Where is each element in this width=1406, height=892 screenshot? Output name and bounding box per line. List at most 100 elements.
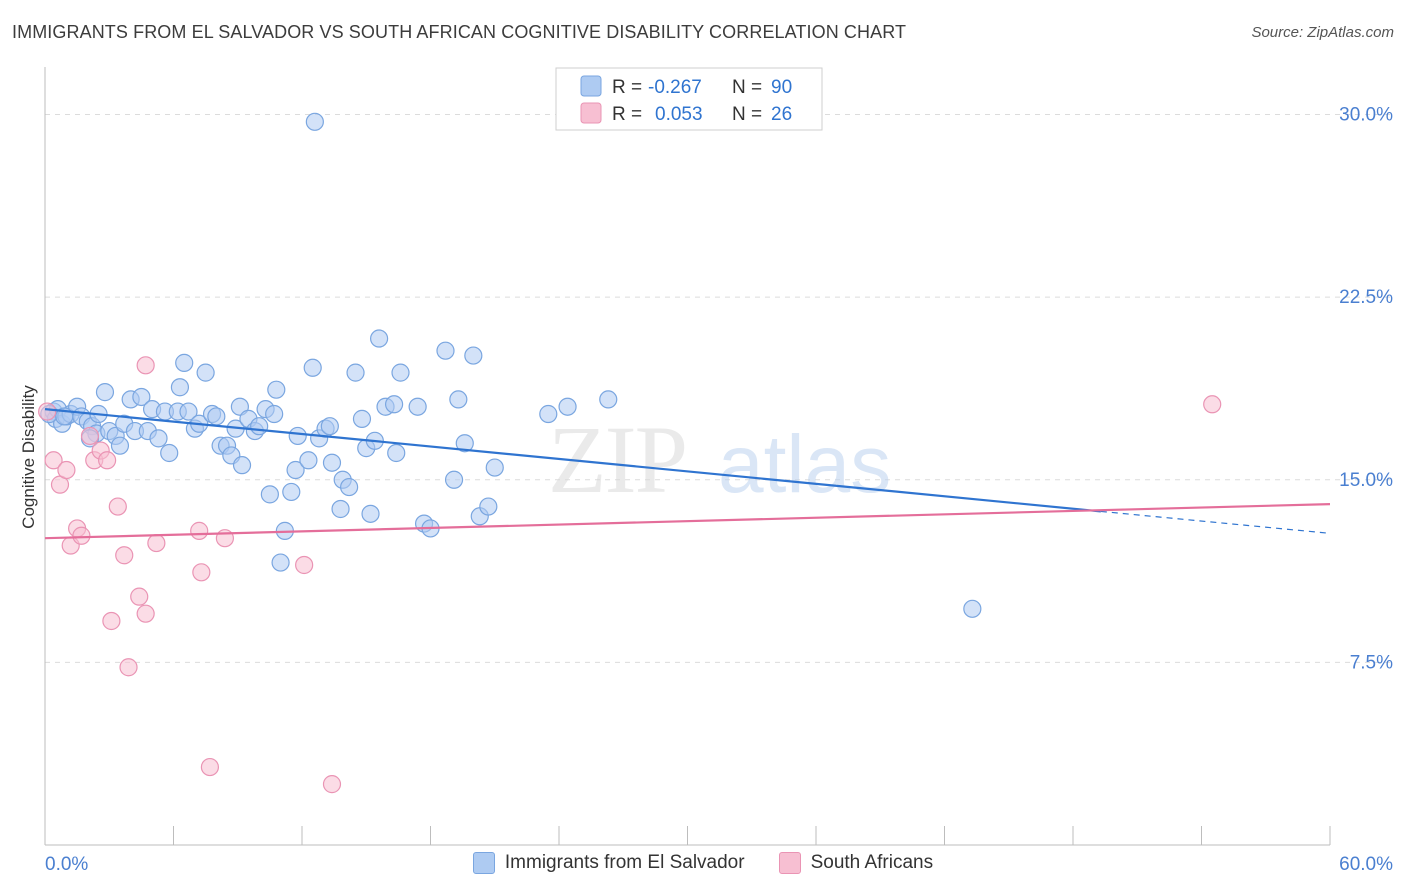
- el-salvador-point: [320, 417, 339, 436]
- south-africans-point: [295, 555, 314, 575]
- south-africans-point: [115, 546, 134, 565]
- stats-legend-r-label-2: R =: [612, 104, 642, 125]
- y-tick-label: 22.5%: [1339, 287, 1393, 308]
- el-salvador-point: [331, 499, 350, 519]
- stats-legend: R = -0.267 N = 90 R = 0.053 N = 26: [555, 67, 823, 131]
- el-salvador-point: [384, 395, 404, 414]
- trend-layer: [44, 408, 1331, 540]
- stats-legend-swatch-blue: [580, 75, 602, 97]
- series-legend: Immigrants from El Salvador South Africa…: [0, 852, 1406, 874]
- chart-title: IMMIGRANTS FROM EL SALVADOR VS SOUTH AFR…: [12, 22, 907, 42]
- el-salvador-point: [558, 397, 577, 416]
- south-africans-point: [80, 426, 100, 446]
- el-salvador-point: [271, 553, 290, 572]
- el-salvador-point: [963, 599, 982, 618]
- el-salvador-point: [539, 404, 558, 424]
- south-africans-point: [102, 611, 121, 631]
- watermark-atlas: atlas: [718, 419, 891, 510]
- stats-legend-n-value-1: 90: [771, 77, 792, 98]
- south-africans-point: [108, 497, 127, 516]
- el-salvador-point: [207, 407, 226, 426]
- el-salvador-point: [479, 497, 498, 516]
- legend-item-south-africans[interactable]: South Africans: [778, 852, 934, 874]
- el-salvador-point: [299, 451, 318, 470]
- south-africans-trendline: [44, 503, 1331, 540]
- grid-layer: [45, 114, 1393, 663]
- south-africans-point: [72, 526, 91, 545]
- south-africans-point: [44, 451, 63, 470]
- south-africans-point: [1203, 395, 1222, 414]
- south-africans-point: [190, 521, 209, 540]
- el-salvador-point: [132, 387, 151, 407]
- south-africans-point: [98, 451, 117, 470]
- y-tick-label: 30.0%: [1339, 105, 1393, 126]
- el-salvador-point: [265, 404, 284, 424]
- legend-swatch-blue: [472, 852, 495, 874]
- points-layer: [38, 112, 1222, 794]
- el-salvador-point: [444, 470, 464, 489]
- el-salvador-trendline: [44, 408, 1101, 513]
- stats-legend-n-label-1: N =: [732, 77, 762, 98]
- el-salvador-point: [370, 329, 389, 348]
- stats-legend-r-value-2: 0.053: [655, 104, 703, 125]
- el-salvador-point: [361, 504, 380, 523]
- el-salvador-point: [340, 477, 359, 497]
- legend-label-south-africans: South Africans: [810, 852, 934, 873]
- el-salvador-point: [387, 443, 406, 463]
- el-salvador-point: [160, 443, 179, 463]
- south-africans-point: [119, 658, 138, 677]
- el-salvador-point: [282, 482, 301, 502]
- el-salvador-point: [232, 456, 252, 475]
- stats-legend-r-value-1: -0.267: [648, 77, 702, 98]
- el-salvador-point: [408, 397, 427, 416]
- y-axis-label: Cognitive Disability: [19, 385, 38, 529]
- south-africans-point: [147, 533, 166, 553]
- stats-legend-n-value-2: 26: [771, 104, 792, 125]
- x-tick-label: 60.0%: [1339, 854, 1393, 875]
- south-africans-point: [130, 587, 149, 606]
- south-africans-point: [322, 775, 342, 794]
- stats-legend-n-label-2: N =: [732, 104, 762, 125]
- south-africans-point: [136, 604, 155, 623]
- el-salvador-point: [288, 426, 307, 446]
- el-salvador-point: [346, 363, 365, 382]
- south-africans-point: [38, 402, 57, 421]
- y-tick-label: 7.5%: [1350, 652, 1393, 673]
- el-salvador-point: [455, 434, 474, 453]
- legend-item-el-salvador[interactable]: Immigrants from El Salvador: [472, 852, 745, 874]
- el-salvador-point: [179, 402, 198, 421]
- el-salvador-point: [449, 390, 468, 409]
- el-salvador-point: [303, 358, 322, 377]
- south-africans-point: [200, 757, 220, 777]
- el-salvador-point: [485, 458, 504, 477]
- x-tick-label: 0.0%: [45, 854, 88, 875]
- chart-source: Source: ZipAtlas.com: [1251, 24, 1394, 41]
- el-salvador-point: [95, 383, 115, 402]
- el-salvador-point: [267, 380, 286, 399]
- axes-layer: [44, 67, 1331, 846]
- stats-legend-r-label-1: R =: [612, 77, 642, 98]
- el-salvador-point: [352, 409, 372, 428]
- stats-legend-swatch-pink: [580, 102, 602, 124]
- south-africans-point: [192, 563, 211, 582]
- legend-label-el-salvador: Immigrants from El Salvador: [504, 852, 745, 873]
- y-tick-label: 15.0%: [1339, 470, 1393, 491]
- el-salvador-point: [391, 363, 410, 382]
- south-africans-point: [57, 460, 76, 480]
- el-salvador-point: [436, 341, 455, 360]
- el-salvador-point: [149, 429, 168, 448]
- legend-swatch-pink: [778, 852, 801, 874]
- el-salvador-trendline-extension: [1100, 510, 1331, 534]
- south-africans-point: [136, 356, 155, 375]
- el-salvador-point: [464, 346, 483, 365]
- el-salvador-point: [305, 112, 324, 131]
- el-salvador-point: [322, 453, 342, 472]
- el-salvador-point: [170, 378, 190, 397]
- el-salvador-point: [286, 460, 305, 480]
- el-salvador-point: [175, 353, 194, 372]
- el-salvador-point: [599, 390, 618, 409]
- el-salvador-point: [250, 417, 269, 436]
- labels-layer: 7.5% 15.0% 22.5% 30.0% 0.0% 60.0%: [45, 105, 1393, 875]
- el-salvador-point: [196, 363, 215, 382]
